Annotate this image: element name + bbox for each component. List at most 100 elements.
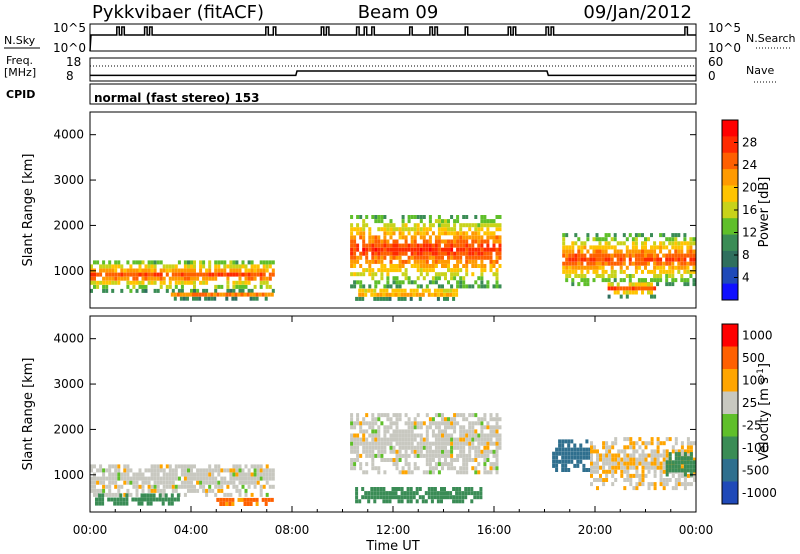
heatmap-cell [480,264,484,268]
heatmap-cell [214,480,218,485]
heatmap-cell [607,261,611,266]
heatmap-cell [605,457,609,462]
nsky-label: N.Sky [4,34,36,47]
heatmap-cell [604,257,608,262]
heatmap-cell [404,413,408,418]
heatmap-cell [447,231,450,236]
heatmap-cell [114,280,118,285]
heatmap-cell [395,429,399,434]
heatmap-cell [471,264,475,268]
heatmap-cell [616,241,620,246]
heatmap-cell [471,433,475,438]
heatmap-cell [683,265,687,270]
heatmap-cell [93,476,96,481]
heatmap-cell [159,476,163,481]
heatmap-cell [365,429,369,434]
heatmap-cell [689,452,693,457]
heatmap-cell [229,480,233,485]
x-tick-label: 00:00 [679,523,714,537]
heatmap-cell [162,264,166,269]
heatmap-cell [116,501,120,506]
heatmap-cell [486,243,490,248]
heatmap-cell [359,462,363,467]
heatmap-cell [153,472,157,477]
heatmap-cell [483,215,487,219]
heatmap-cell [232,284,236,289]
heatmap-cell [374,421,378,426]
heatmap-cell [238,280,242,285]
heatmap-cell [613,237,617,242]
heatmap-cell [259,272,263,277]
heatmap-cell [407,231,411,236]
heatmap-cell [565,269,569,274]
heatmap-cell [404,276,408,281]
heatmap-cell [644,441,648,446]
heatmap-cell [210,292,214,297]
heatmap-cell [605,478,609,482]
heatmap-cell [474,280,478,285]
heatmap-cell [686,449,690,454]
heatmap-cell [444,429,447,434]
heatmap-cell [474,421,478,426]
heatmap-cell [365,462,369,467]
heatmap-cell [214,484,218,489]
heatmap-cell [555,451,559,456]
heatmap-cell [377,449,381,454]
heatmap-cell [412,288,416,293]
heatmap-cell [480,247,484,252]
heatmap-cell [105,284,109,289]
heatmap-cell [225,497,229,502]
heatmap-cell [392,264,396,268]
heatmap-cell [162,484,166,489]
heatmap-cell [135,272,139,277]
heatmap-cell [662,241,666,246]
heatmap-cell [671,261,675,266]
heatmap-cell [168,464,172,469]
heatmap-cell [565,278,569,283]
heatmap-cell [599,465,602,470]
heatmap-cell [214,264,218,269]
heatmap-cell [616,261,620,266]
heatmap-cell [385,292,389,297]
nsearch-tick-bottom: 10^0 [708,41,741,55]
heatmap-cell [373,491,377,496]
heatmap-cell [671,278,675,283]
heatmap-cell [350,449,354,454]
heatmap-cell [471,458,475,462]
heatmap-cell [255,292,259,297]
heatmap-cell [246,497,250,502]
heatmap-cell [434,247,438,252]
heatmap-cell [552,451,556,456]
heatmap-cell [425,453,429,458]
heatmap-cell [577,245,581,250]
heatmap-cell [144,264,148,269]
heatmap-cell [122,497,126,502]
heatmap-cell [477,284,481,289]
heatmap-cell [680,257,684,262]
heatmap-cell [156,464,160,469]
heatmap-cell [461,491,465,496]
heatmap-cell [410,470,414,475]
heatmap-cell [229,264,233,269]
heatmap-cell [683,486,687,491]
heatmap-cell [395,462,399,467]
heatmap-cell [102,268,106,273]
heatmap-cell [190,480,193,485]
y-tick-label: 1000 [53,468,84,482]
heatmap-cell [404,268,408,273]
heatmap-cell [473,495,477,500]
heatmap-cell [413,264,417,268]
heatmap-cell [434,421,438,426]
heatmap-cell [379,292,383,297]
heatmap-cell [622,233,626,238]
heatmap-cell [379,487,383,491]
heatmap-cell [147,488,151,493]
heatmap-cell [462,437,466,442]
heatmap-cell [228,502,232,506]
heatmap-cell [468,421,472,426]
heatmap-cell [416,453,420,458]
heatmap-cell [471,429,475,434]
heatmap-cell [671,282,675,287]
heatmap-cell [105,484,109,489]
heatmap-cell [380,458,384,462]
